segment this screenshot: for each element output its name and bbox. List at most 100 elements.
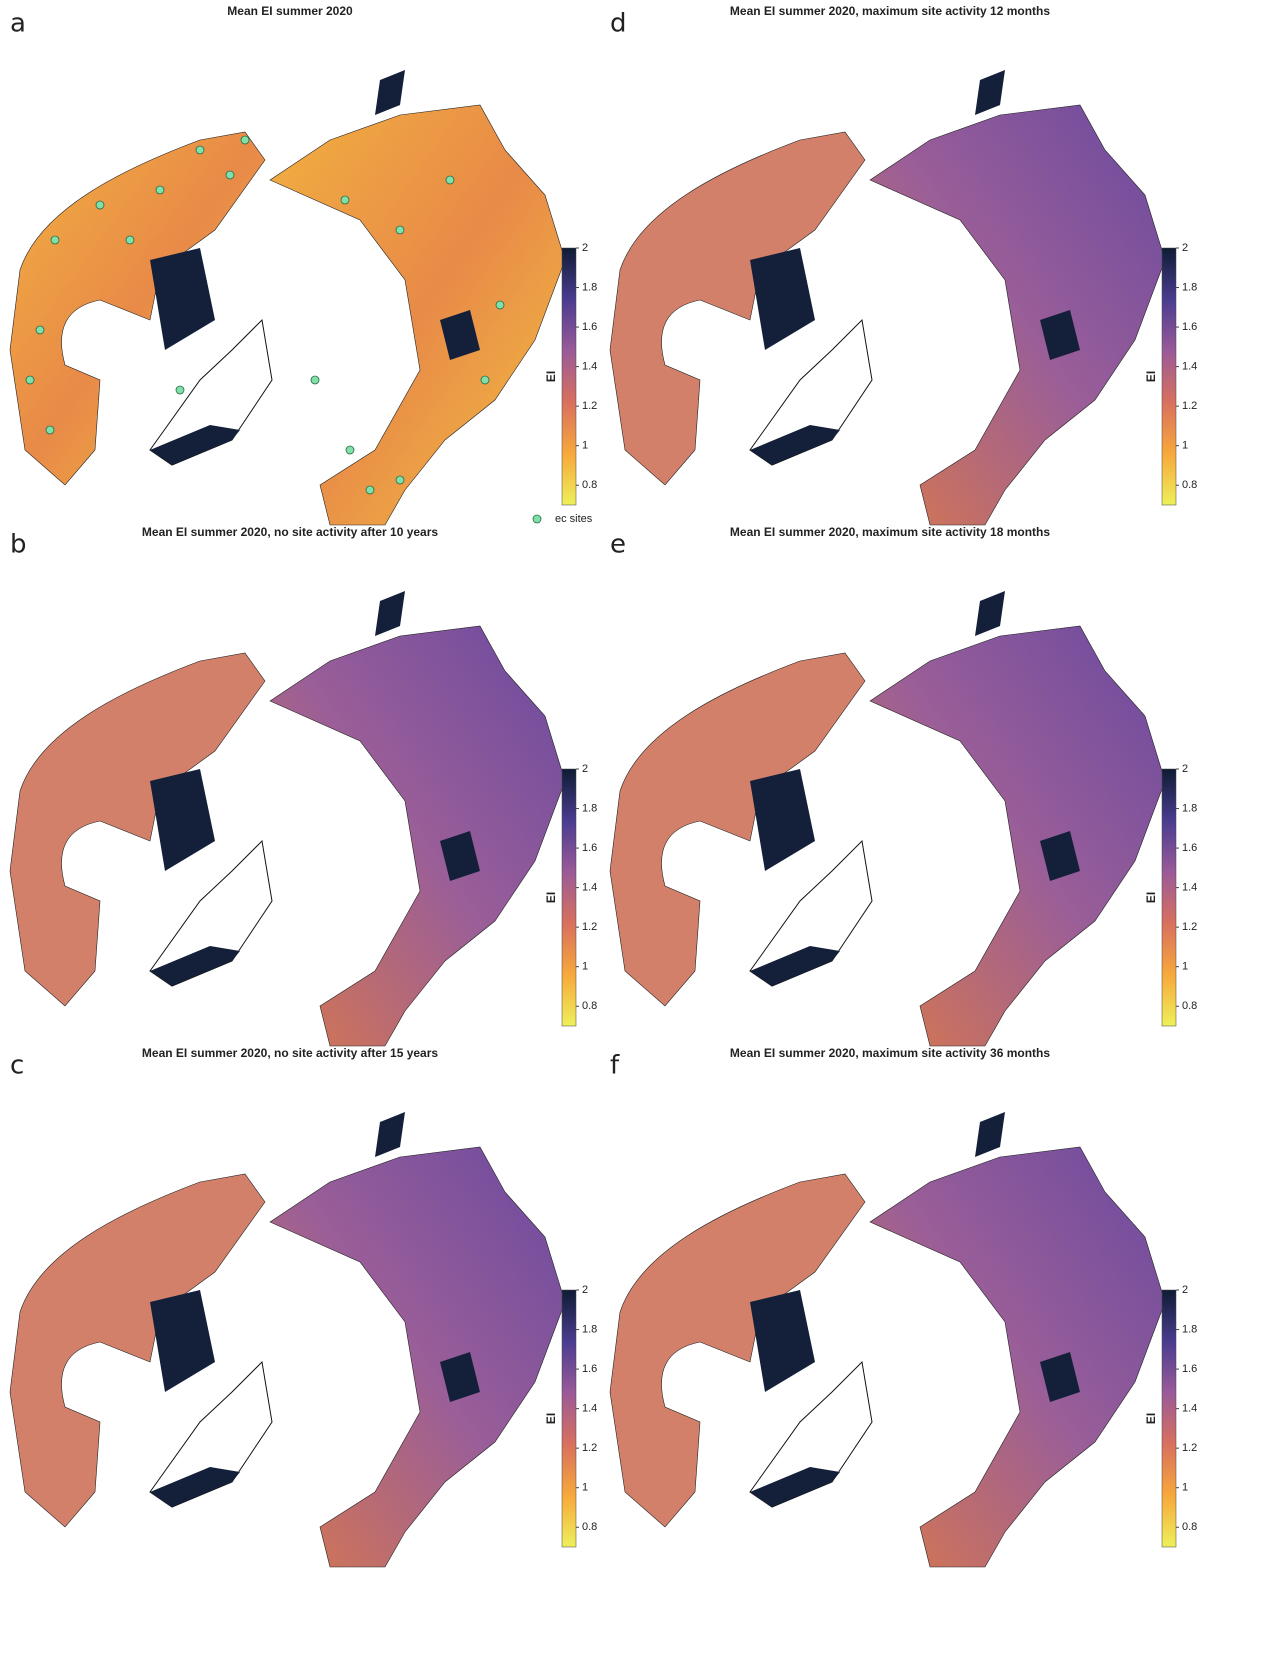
colorbar-tick-label: 2 bbox=[1182, 763, 1188, 775]
panel-letter: c bbox=[10, 1051, 24, 1081]
colorbar-tick-label: 0.8 bbox=[1182, 1000, 1197, 1012]
colorbar-tick-label: 0.8 bbox=[582, 1521, 597, 1533]
site-marker bbox=[50, 235, 60, 245]
colorbar-tick-label: 1.6 bbox=[1182, 1363, 1197, 1375]
colorbar bbox=[561, 1289, 577, 1548]
colorbar-label: EI bbox=[544, 1413, 558, 1424]
legend-marker bbox=[532, 514, 542, 524]
colorbar-tick-label: 1.8 bbox=[1182, 281, 1197, 293]
colorbar-label: EI bbox=[544, 892, 558, 903]
colorbar-tick-label: 2 bbox=[582, 1284, 588, 1296]
colorbar-tick-label: 1 bbox=[1182, 1482, 1188, 1494]
colorbar-tick-label: 0.8 bbox=[582, 479, 597, 491]
colorbar-tick-label: 1.8 bbox=[1182, 1323, 1197, 1335]
map-land bbox=[269, 1146, 566, 1568]
colorbar-label: EI bbox=[1144, 1413, 1158, 1424]
colorbar-tick-label: 1.6 bbox=[1182, 321, 1197, 333]
colorbar-tick-label: 1 bbox=[582, 961, 588, 973]
map-land bbox=[269, 104, 566, 526]
map-land bbox=[869, 104, 1166, 526]
colorbar-tick-label: 1.2 bbox=[582, 1442, 597, 1454]
panel: Mean EI summer 2020 a ec sites 0.8 1 1.2 1.4 1.… bbox=[9, 4, 597, 526]
panel: Mean EI summer 2020, maximum site activi… bbox=[609, 4, 1197, 526]
site-marker bbox=[25, 375, 35, 385]
panel-title: Mean EI summer 2020 bbox=[227, 4, 353, 18]
map-land bbox=[869, 625, 1166, 1047]
panel-title: Mean EI summer 2020, maximum site activi… bbox=[730, 1046, 1050, 1060]
panel-title: Mean EI summer 2020, maximum site activi… bbox=[730, 525, 1050, 539]
colorbar-tick-label: 1.8 bbox=[582, 1323, 597, 1335]
site-marker bbox=[395, 475, 405, 485]
colorbar-tick-label: 2 bbox=[1182, 1284, 1188, 1296]
colorbar bbox=[1161, 768, 1177, 1027]
colorbar-tick-label: 1.2 bbox=[582, 921, 597, 933]
colorbar-tick-label: 1.4 bbox=[1182, 882, 1197, 894]
site-marker bbox=[340, 195, 350, 205]
map-land bbox=[869, 1146, 1166, 1568]
colorbar-tick-label: 0.8 bbox=[582, 1000, 597, 1012]
panel: Mean EI summer 2020, maximum site activi… bbox=[609, 525, 1197, 1047]
map-land bbox=[269, 625, 566, 1047]
legend-label: ec sites bbox=[555, 513, 593, 525]
colorbar-tick-label: 1.4 bbox=[1182, 1403, 1197, 1415]
panel: Mean EI summer 2020, no site activity af… bbox=[9, 525, 597, 1047]
site-marker bbox=[125, 235, 135, 245]
site-marker bbox=[395, 225, 405, 235]
colorbar-label: EI bbox=[1144, 892, 1158, 903]
colorbar-tick-label: 1.8 bbox=[582, 802, 597, 814]
colorbar-tick-label: 1.8 bbox=[582, 281, 597, 293]
colorbar-tick-label: 1.6 bbox=[582, 842, 597, 854]
colorbar bbox=[561, 768, 577, 1027]
colorbar-tick-label: 1.4 bbox=[1182, 361, 1197, 373]
site-marker bbox=[480, 375, 490, 385]
colorbar-tick-label: 1.2 bbox=[1182, 921, 1197, 933]
site-marker bbox=[240, 135, 250, 145]
site-marker bbox=[310, 375, 320, 385]
panel-letter: a bbox=[10, 9, 26, 39]
panel: Mean EI summer 2020, maximum site activi… bbox=[609, 1046, 1197, 1568]
site-marker bbox=[365, 485, 375, 495]
panel-letter: e bbox=[610, 530, 626, 560]
colorbar-tick-label: 1 bbox=[582, 440, 588, 452]
colorbar bbox=[561, 247, 577, 506]
panel-letter: d bbox=[610, 9, 627, 39]
site-marker bbox=[195, 145, 205, 155]
colorbar-tick-label: 1.2 bbox=[582, 400, 597, 412]
panel-letter: f bbox=[610, 1051, 620, 1081]
site-marker bbox=[35, 325, 45, 335]
site-marker bbox=[45, 425, 55, 435]
colorbar bbox=[1161, 1289, 1177, 1548]
colorbar-tick-label: 1.6 bbox=[582, 1363, 597, 1375]
colorbar-tick-label: 1.4 bbox=[582, 361, 597, 373]
colorbar-tick-label: 1.6 bbox=[582, 321, 597, 333]
colorbar-tick-label: 2 bbox=[1182, 242, 1188, 254]
colorbar-tick-label: 1.2 bbox=[1182, 400, 1197, 412]
panel-title: Mean EI summer 2020, no site activity af… bbox=[142, 1046, 438, 1060]
colorbar-tick-label: 1.6 bbox=[1182, 842, 1197, 854]
colorbar-tick-label: 0.8 bbox=[1182, 1521, 1197, 1533]
panel-title: Mean EI summer 2020, no site activity af… bbox=[142, 525, 438, 539]
panel: Mean EI summer 2020, no site activity af… bbox=[9, 1046, 597, 1568]
colorbar-tick-label: 1 bbox=[1182, 961, 1188, 973]
colorbar-tick-label: 1 bbox=[1182, 440, 1188, 452]
panel-letter: b bbox=[10, 530, 27, 560]
colorbar-tick-label: 2 bbox=[582, 242, 588, 254]
panel-title: Mean EI summer 2020, maximum site activi… bbox=[730, 4, 1050, 18]
colorbar-tick-label: 1.4 bbox=[582, 882, 597, 894]
colorbar-tick-label: 1.4 bbox=[582, 1403, 597, 1415]
site-marker bbox=[345, 445, 355, 455]
colorbar-tick-label: 1 bbox=[582, 1482, 588, 1494]
colorbar-label: EI bbox=[1144, 371, 1158, 382]
site-marker bbox=[445, 175, 455, 185]
colorbar-tick-label: 0.8 bbox=[1182, 479, 1197, 491]
colorbar-tick-label: 1.2 bbox=[1182, 1442, 1197, 1454]
site-marker bbox=[225, 170, 235, 180]
site-marker bbox=[155, 185, 165, 195]
colorbar-label: EI bbox=[544, 371, 558, 382]
site-marker bbox=[495, 300, 505, 310]
site-marker bbox=[175, 385, 185, 395]
colorbar-tick-label: 1.8 bbox=[1182, 802, 1197, 814]
colorbar bbox=[1161, 247, 1177, 506]
site-marker bbox=[95, 200, 105, 210]
